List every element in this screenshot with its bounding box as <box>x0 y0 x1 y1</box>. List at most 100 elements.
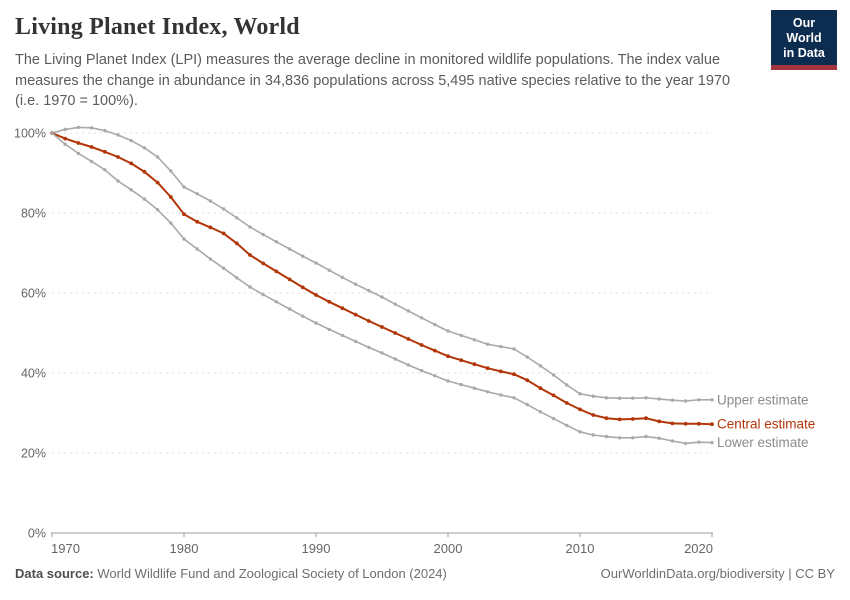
lower-estimate-point-2016 <box>657 436 661 440</box>
central-estimate-point-1971 <box>63 136 68 141</box>
lower-estimate-point-2020 <box>710 440 714 445</box>
upper-estimate-point-2002 <box>472 338 477 342</box>
upper-estimate-point-2005 <box>512 347 516 351</box>
upper-estimate-point-2011 <box>591 394 595 398</box>
upper-estimate-point-1995 <box>380 295 384 299</box>
owid-logo[interactable]: Our World in Data <box>771 10 837 71</box>
lower-estimate-point-1988 <box>287 307 292 311</box>
lower-estimate-point-1983 <box>221 266 226 270</box>
lower-estimate-point-2005 <box>512 396 516 400</box>
upper-estimate-point-1989 <box>301 254 305 258</box>
lower-estimate-point-2014 <box>631 436 635 440</box>
upper-estimate-point-2016 <box>657 397 661 401</box>
upper-estimate-point-1978 <box>155 155 160 159</box>
upper-estimate-point-1996 <box>393 302 397 306</box>
central-estimate-point-1981 <box>195 219 200 224</box>
lower-estimate-line <box>51 132 713 445</box>
central-estimate-point-1983 <box>221 231 226 236</box>
lower-estimate-point-1977 <box>142 197 147 201</box>
upper-estimate-point-2001 <box>459 333 463 338</box>
lower-estimate-point-2019 <box>697 440 701 444</box>
lower-estimate-point-2018 <box>683 441 688 446</box>
central-estimate-point-1972 <box>76 141 81 145</box>
lower-estimate-point-1998 <box>419 368 424 373</box>
upper-estimate-point-1988 <box>287 247 292 251</box>
upper-estimate-point-1977 <box>142 146 147 150</box>
central-estimate-point-1974 <box>102 149 107 154</box>
lower-estimate-point-1980 <box>182 237 186 241</box>
upper-estimate-point-2009 <box>565 383 569 387</box>
upper-estimate-point-1997 <box>406 309 411 313</box>
data-source-text: World Wildlife Fund and Zoological Socie… <box>93 566 447 581</box>
upper-estimate-point-1982 <box>208 199 213 203</box>
y-tick-label-40%: 40% <box>21 367 46 381</box>
x-tick-label-2000: 2000 <box>434 541 463 556</box>
central-estimate-point-1991 <box>327 299 332 304</box>
lower-estimate-point-2008 <box>551 416 556 421</box>
lower-estimate-point-1973 <box>89 159 94 164</box>
lower-estimate-point-2010 <box>578 430 582 434</box>
central-estimate-point-1980 <box>182 212 186 217</box>
central-estimate-point-1975 <box>116 155 120 159</box>
central-estimate-point-1978 <box>155 180 160 185</box>
upper-estimate-point-2017 <box>670 398 675 402</box>
central-estimate-point-2002 <box>472 362 477 367</box>
lower-estimate-point-2011 <box>591 433 595 437</box>
central-estimate-point-1982 <box>208 225 213 230</box>
legend-lower-estimate: Lower estimate <box>717 435 809 450</box>
footer-credits: OurWorldinData.org/biodiversity | CC BY <box>601 566 835 581</box>
upper-estimate-point-1980 <box>182 185 186 189</box>
chart-header: Living Planet Index, World The Living Pl… <box>15 14 760 112</box>
chart-area: 0% 20% 40% 60% 80% 100% 1970 1980 1990 2000 2010 20… <box>0 115 850 560</box>
upper-estimate-point-1985 <box>248 225 252 229</box>
license-badge: CC BY <box>795 566 835 581</box>
lower-estimate-point-1974 <box>103 168 107 172</box>
upper-estimate-point-1971 <box>63 127 67 132</box>
central-estimate-point-2017 <box>670 421 675 426</box>
lower-estimate-point-1991 <box>327 327 331 332</box>
x-tick-label-1980: 1980 <box>170 541 199 556</box>
upper-estimate-point-2003 <box>485 342 490 346</box>
lpi-line-chart: 0% 20% 40% 60% 80% 100% 1970 1980 1990 2000 2010 20… <box>14 125 815 556</box>
central-estimate-point-2016 <box>657 419 662 424</box>
upper-estimate-point-1974 <box>103 128 107 133</box>
lower-estimate-point-1982 <box>208 257 213 261</box>
upper-estimate-line <box>51 126 713 402</box>
y-tick-label-0%: 0% <box>28 527 46 541</box>
lower-estimate-point-2002 <box>472 386 477 390</box>
upper-estimate-point-2015 <box>644 396 648 400</box>
upper-estimate-point-1986 <box>261 232 265 237</box>
central-estimate-point-2020 <box>710 422 714 427</box>
central-estimate-point-2014 <box>630 417 635 421</box>
central-estimate-point-2011 <box>591 413 596 417</box>
lower-estimate-point-1995 <box>380 351 384 355</box>
owid-biodiversity-link[interactable]: OurWorldinData.org/biodiversity <box>600 566 785 581</box>
central-estimate-point-1984 <box>234 241 239 246</box>
central-estimate-point-2019 <box>696 421 701 426</box>
central-estimate-point-2015 <box>644 416 648 421</box>
lower-estimate-point-1979 <box>169 221 173 225</box>
lower-estimate-point-2007 <box>538 410 543 414</box>
chart-footer: Data source: World Wildlife Fund and Zoo… <box>15 566 835 581</box>
upper-estimate-point-1993 <box>353 282 358 286</box>
central-estimate-point-1977 <box>142 169 147 174</box>
upper-estimate-point-2013 <box>617 396 622 400</box>
x-tick-label-1990: 1990 <box>302 541 331 556</box>
y-tick-label-100%: 100% <box>14 127 46 141</box>
lower-estimate-point-1994 <box>367 345 371 350</box>
lower-estimate-point-1996 <box>393 357 397 361</box>
lower-estimate-point-2000 <box>446 379 450 383</box>
central-estimate-point-1986 <box>261 261 266 266</box>
central-estimate-point-1973 <box>89 145 94 149</box>
central-estimate-point-2012 <box>604 416 609 421</box>
lower-estimate-point-2012 <box>604 434 609 439</box>
lower-estimate-point-2017 <box>670 439 675 443</box>
central-estimate-point-1988 <box>287 277 292 282</box>
lower-estimate-point-2001 <box>459 382 463 387</box>
page-title: Living Planet Index, World <box>15 14 300 40</box>
y-tick-label-20%: 20% <box>21 447 46 461</box>
lower-estimate-point-1976 <box>129 188 133 192</box>
owid-logo-box: Our World in Data <box>771 10 837 66</box>
lower-estimate-point-2015 <box>644 434 648 439</box>
upper-estimate-point-1976 <box>129 138 133 143</box>
